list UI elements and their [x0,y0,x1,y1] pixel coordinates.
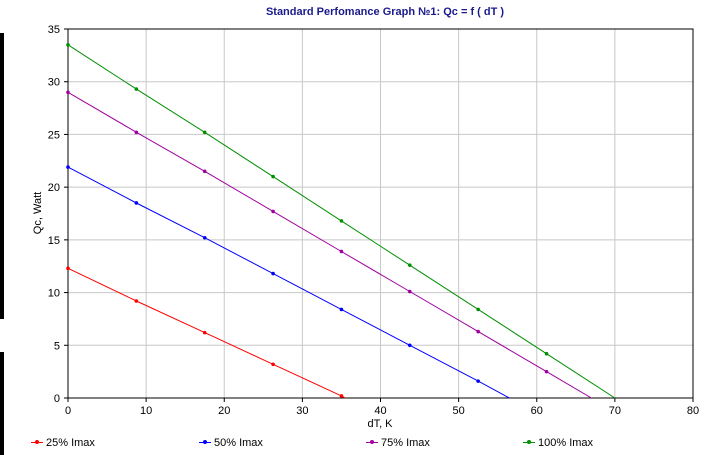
data-point [66,266,70,271]
data-point [339,219,344,223]
y-tick-label: 15 [48,235,60,247]
y-axis-ticks: 0 5 10 15 20 25 30 35 [48,24,68,405]
legend-marker-dot [203,440,207,444]
x-tick-label: 40 [374,405,386,417]
legend-item-3: 75% Imax [365,437,430,449]
x-tick-label: 80 [687,405,699,417]
data-point [271,174,275,179]
legend-marker-2 [198,438,212,448]
y-tick-label: 30 [48,77,60,89]
data-point [339,249,344,254]
data-point [271,271,275,276]
x-tick-label: 50 [453,405,465,417]
series-group [66,43,616,399]
data-point [407,263,412,267]
y-tick-label: 35 [48,24,60,36]
x-tick-label: 10 [140,405,152,417]
data-point [134,201,139,205]
legend-label-4: 100% Imax [538,437,594,449]
series-line-2 [67,166,510,399]
y-tick-label: 10 [48,288,60,300]
data-point [66,43,70,47]
y-tick-label: 20 [48,182,60,194]
left-edge-bar-bottom [0,352,4,455]
data-point [202,235,207,240]
legend-marker-3 [365,438,379,448]
x-tick-label: 70 [609,405,621,417]
legend-label-1: 25% Imax [46,437,95,449]
series-line-1 [67,267,346,399]
data-point [407,289,412,294]
series-4 [66,43,616,399]
legend-label-2: 50% Imax [214,437,263,449]
grid [67,28,694,399]
data-point [202,330,207,335]
series-2 [66,165,510,399]
data-point [66,90,70,95]
data-point [202,130,207,135]
data-point [134,299,139,303]
legend-marker-dot [527,440,531,444]
y-tick-label: 5 [54,340,60,352]
x-axis-label: dT, K [367,418,393,430]
x-tick-label: 60 [531,405,543,417]
legend-label-3: 75% Imax [381,437,430,449]
x-tick-label: 20 [218,405,230,417]
data-point [339,394,344,398]
legend: 25% Imax 50% Imax 75% Imax 100% Imax [0,437,707,453]
legend-marker-dot [370,440,374,444]
legend-marker-4 [522,438,536,448]
data-point [271,362,275,367]
data-point [407,343,412,348]
data-point [134,130,139,135]
left-edge-bar-top [0,33,4,319]
legend-item-2: 50% Imax [198,437,263,449]
performance-chart: Standard Perfomance Graph №1: Qc = f ( d… [32,6,699,430]
y-tick-label: 0 [54,393,60,405]
data-point [544,351,549,356]
legend-item-4: 100% Imax [522,437,593,449]
y-tick-label: 25 [48,129,60,141]
data-point [476,379,480,383]
data-point [476,329,480,334]
data-point [271,209,275,214]
chart-title: Standard Perfomance Graph №1: Qc = f ( d… [266,6,504,18]
x-tick-label: 0 [65,405,71,417]
legend-item-1: 25% Imax [30,437,95,449]
series-1 [66,266,346,399]
legend-marker-dot [35,440,39,444]
data-point [66,165,70,169]
series-3 [66,90,592,399]
data-point [134,87,139,91]
y-axis-label: Qc, Watt [32,192,44,234]
x-axis-ticks: 0 10 20 30 40 50 60 70 80 [65,398,699,417]
x-tick-label: 30 [296,405,308,417]
data-point [544,369,549,374]
data-point [476,307,480,312]
data-point [202,169,207,174]
data-point [339,307,344,312]
legend-marker-1 [30,438,44,448]
